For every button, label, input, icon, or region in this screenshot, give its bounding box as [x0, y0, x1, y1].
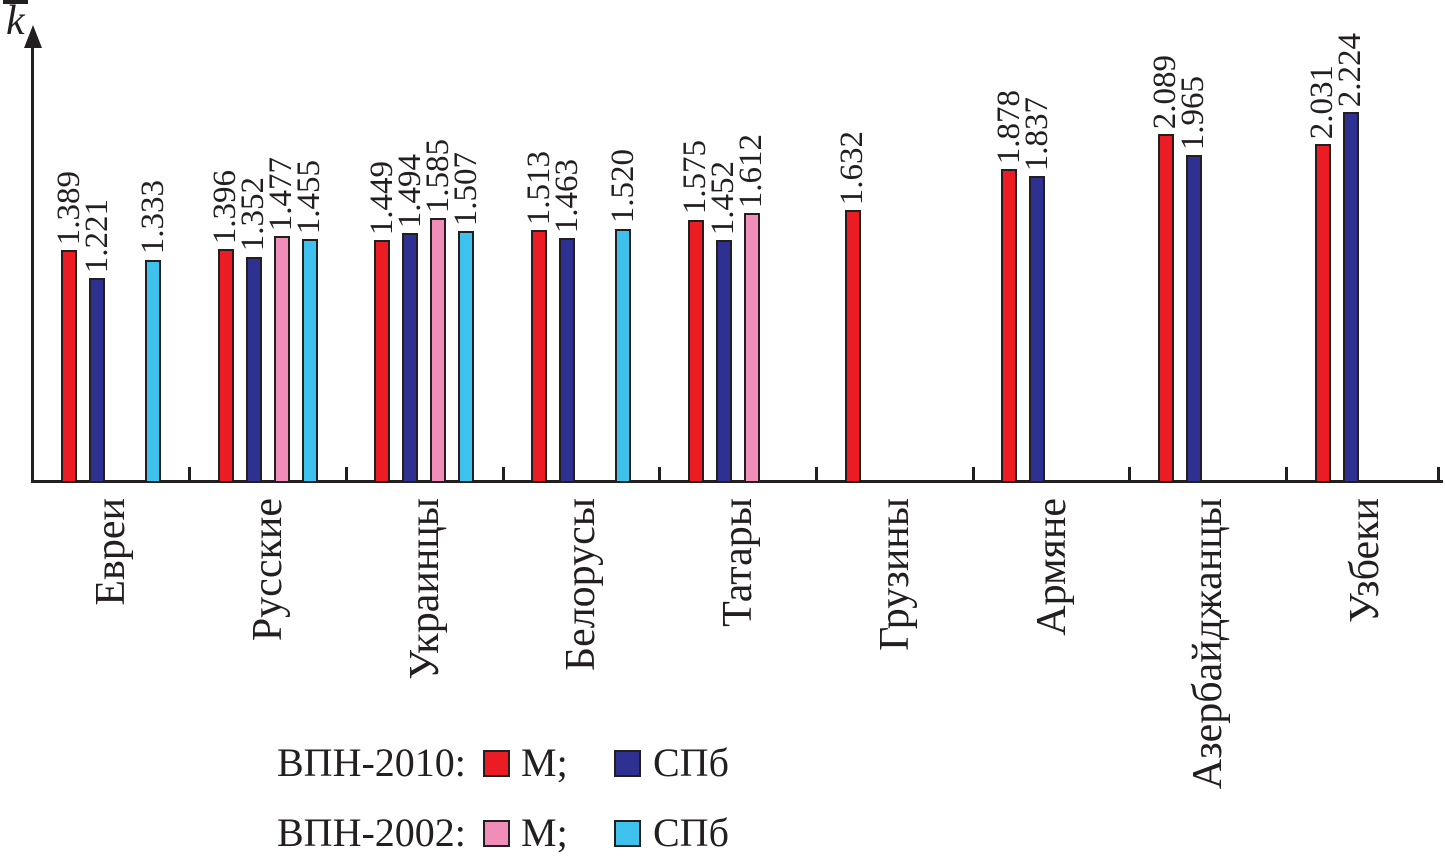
legend-swatch-icon	[614, 750, 641, 777]
bar-ВПН-2010 М-Узбеки	[1314, 143, 1331, 481]
bar-ВПН-2010 СПб-Узбеки	[1342, 111, 1359, 481]
x-axis-tick	[1128, 467, 1132, 481]
legend-item-label: М;	[521, 810, 568, 855]
bar-ВПН-2010 М-Грузины	[844, 210, 861, 481]
bar-ВПН-2010 СПб-Белорусы	[559, 238, 576, 481]
value-label: 1.837	[1018, 96, 1055, 172]
legend-swatch-icon	[483, 750, 510, 777]
legend-item-label: СПб	[653, 810, 729, 855]
bar-ВПН-2002 М-Татары	[743, 213, 760, 481]
bar-ВПН-2010 СПб-Азербайджанцы	[1185, 154, 1202, 481]
value-label: 1.612	[733, 134, 770, 209]
legend-swatch-icon	[614, 820, 641, 847]
x-axis-tick	[815, 467, 818, 481]
value-label: 1.455	[291, 160, 328, 235]
bar-ВПН-2010 СПб-Армяне	[1029, 176, 1046, 481]
bar-ВПН-2010 СПб-Украинцы	[402, 232, 419, 481]
legend-row-label: ВПН-2010:	[277, 740, 466, 785]
bar-ВПН-2010 М-Евреи	[61, 250, 77, 481]
bar-ВПН-2002 М-Украинцы	[430, 217, 447, 481]
bar-ВПН-2010 СПб-Русские	[245, 256, 262, 481]
bar-ВПН-2010 М-Армяне	[1001, 169, 1018, 481]
value-label: 1.507	[447, 151, 484, 226]
legend-row-label: ВПН-2002:	[277, 810, 466, 855]
x-axis-tick	[1285, 467, 1289, 481]
legend-swatch-icon	[483, 820, 510, 847]
value-label: 1.965	[1175, 75, 1212, 150]
category-label-Татары: Татары	[715, 498, 762, 627]
y-axis-label-macron	[3, 0, 28, 4]
y-axis-line	[31, 44, 34, 483]
category-label-Белорусы: Белорусы	[558, 498, 605, 672]
value-label: 1.520	[604, 149, 641, 224]
x-axis-tick	[501, 467, 505, 481]
legend-row-1: ВПН-2010: М; СПб	[0, 741, 900, 785]
legend-item-label: СПб	[653, 740, 729, 785]
bar-ВПН-2010 М-Русские	[217, 249, 234, 481]
bar-ВПН-2010 М-Украинцы	[374, 240, 391, 481]
bar-ВПН-2002 СПб-Русские	[301, 239, 318, 481]
bar-ВПН-2002 СПб-Украинцы	[458, 230, 475, 481]
x-axis-tick	[658, 467, 662, 481]
y-axis-arrowhead-icon	[23, 25, 42, 48]
bar-ВПН-2010 М-Белорусы	[531, 229, 548, 481]
x-axis-line	[31, 480, 1443, 483]
legend-row-2: ВПН-2002: М; СПб	[0, 811, 900, 855]
bar-ВПН-2010 М-Татары	[687, 219, 704, 481]
category-label-Азербайджанцы: Азербайджанцы	[1185, 498, 1232, 790]
x-axis-tick	[1436, 467, 1440, 481]
category-label-Русские: Русские	[245, 498, 292, 642]
bar-ВПН-2002 М-Русские	[273, 235, 290, 481]
x-axis-tick	[971, 467, 975, 481]
category-label-Армяне: Армяне	[1028, 498, 1075, 636]
value-label: 1.221	[78, 199, 115, 274]
category-label-Украинцы: Украинцы	[401, 498, 448, 680]
category-label-Грузины: Грузины	[871, 498, 918, 651]
x-axis-tick	[344, 467, 348, 481]
bar-ВПН-2010 М-Азербайджанцы	[1157, 134, 1174, 481]
bar-ВПН-2002 СПб-Евреи	[145, 259, 161, 481]
category-label-Евреи: Евреи	[88, 498, 135, 606]
value-label: 1.463	[548, 158, 585, 234]
legend-item-label: М;	[521, 740, 568, 785]
bar-ВПН-2002 СПб-Белорусы	[615, 228, 632, 481]
value-label: 1.632	[834, 130, 870, 206]
x-axis-tick	[188, 467, 192, 481]
value-label: 2.224	[1332, 32, 1369, 107]
bar-ВПН-2010 СПб-Евреи	[89, 278, 105, 481]
value-label: 1.333	[134, 180, 171, 255]
category-label-Узбеки: Узбеки	[1341, 498, 1388, 623]
bar-ВПН-2010 СПб-Татары	[715, 239, 732, 481]
y-axis-label: k	[6, 0, 25, 44]
